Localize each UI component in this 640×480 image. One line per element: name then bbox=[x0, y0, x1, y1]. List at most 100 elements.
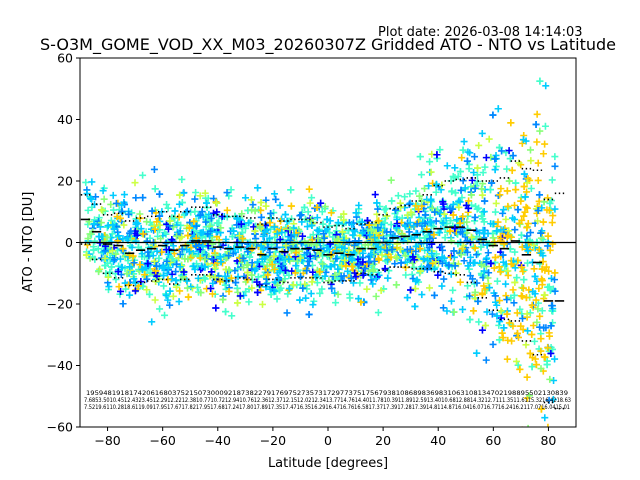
scatter-point bbox=[217, 258, 225, 266]
scatter-point bbox=[391, 260, 399, 268]
scatter-point bbox=[496, 268, 504, 276]
scatter-point bbox=[469, 307, 477, 315]
scatter-point bbox=[237, 220, 245, 228]
scatter-point bbox=[262, 202, 270, 210]
scatter-point bbox=[518, 139, 526, 147]
scatter-point bbox=[551, 162, 559, 170]
scatter-point bbox=[409, 253, 417, 261]
scatter-point bbox=[166, 258, 174, 266]
scatter-point bbox=[460, 138, 468, 146]
scatter-point bbox=[478, 326, 486, 334]
scatter-point bbox=[118, 263, 126, 271]
scatter-point bbox=[497, 235, 505, 243]
scatter-point bbox=[202, 218, 210, 226]
scatter-point bbox=[289, 281, 297, 289]
scatter-point bbox=[484, 249, 492, 257]
scatter-point bbox=[368, 272, 376, 280]
scatter-point bbox=[377, 286, 385, 294]
scatter-point bbox=[388, 245, 396, 253]
y-tick-label: −60 bbox=[47, 420, 73, 435]
scatter-point bbox=[192, 188, 200, 196]
scatter-point bbox=[500, 206, 508, 214]
scatter-point bbox=[451, 224, 459, 232]
scatter-point bbox=[156, 305, 164, 313]
scatter-point bbox=[541, 122, 549, 130]
scatter-point bbox=[296, 254, 304, 262]
scatter-point bbox=[175, 254, 183, 262]
scatter-point bbox=[88, 195, 96, 203]
scatter-point bbox=[546, 246, 554, 254]
scatter-point bbox=[535, 246, 543, 254]
scatter-point bbox=[88, 178, 96, 186]
scatter-point bbox=[103, 233, 111, 241]
scatter-point bbox=[535, 191, 543, 199]
scatter-point bbox=[420, 185, 428, 193]
scatter-point bbox=[257, 242, 265, 250]
scatter-point bbox=[313, 214, 321, 222]
scatter-point bbox=[544, 344, 552, 352]
scatter-point bbox=[184, 232, 192, 240]
scatter-point bbox=[122, 285, 130, 293]
scatter-point bbox=[401, 193, 409, 201]
scatter-point bbox=[301, 280, 309, 288]
scatter-point bbox=[239, 264, 247, 272]
scatter-point bbox=[276, 286, 284, 294]
scatter-point bbox=[160, 272, 168, 280]
scatter-point bbox=[517, 197, 525, 205]
scatter-point bbox=[543, 361, 551, 369]
scatter-point bbox=[175, 200, 183, 208]
scatter-point bbox=[471, 213, 479, 221]
scatter-point bbox=[375, 217, 383, 225]
scatter-point bbox=[525, 286, 533, 294]
scatter-point bbox=[441, 234, 449, 242]
scatter-point bbox=[367, 251, 375, 259]
scatter-point bbox=[473, 349, 481, 357]
scatter-point bbox=[110, 225, 118, 233]
scatter-point bbox=[513, 357, 521, 365]
scatter-point bbox=[394, 192, 402, 200]
scatter-point bbox=[478, 289, 486, 297]
scatter-point bbox=[533, 138, 541, 146]
scatter-point bbox=[267, 291, 275, 299]
scatter-point bbox=[432, 188, 440, 196]
scatter-point bbox=[482, 258, 490, 266]
scatter-point bbox=[351, 227, 359, 235]
scatter-point bbox=[251, 267, 259, 275]
scatter-point bbox=[137, 225, 145, 233]
y-tick-label: −20 bbox=[47, 297, 73, 312]
scatter-point bbox=[387, 221, 395, 229]
scatter-point bbox=[233, 214, 241, 222]
scatter-point bbox=[349, 231, 357, 239]
scatter-point bbox=[239, 235, 247, 243]
scatter-point bbox=[371, 234, 379, 242]
scatter-point bbox=[176, 250, 184, 258]
scatter-point bbox=[259, 232, 267, 240]
scatter-point bbox=[497, 307, 505, 315]
scatter-point bbox=[539, 258, 547, 266]
scatter-point bbox=[460, 257, 468, 265]
scatter-point bbox=[392, 206, 400, 214]
scatter-point bbox=[256, 280, 264, 288]
scatter-point bbox=[305, 257, 313, 265]
scatter-point bbox=[254, 258, 262, 266]
scatter-point bbox=[521, 193, 529, 201]
scatter-point bbox=[153, 247, 161, 255]
scatter-point bbox=[170, 250, 178, 258]
scatter-point bbox=[211, 273, 219, 281]
scatter-point bbox=[234, 288, 242, 296]
scatter-point bbox=[526, 229, 534, 237]
scatter-point bbox=[456, 168, 464, 176]
scatter-point bbox=[475, 318, 483, 326]
scatter-point bbox=[219, 296, 227, 304]
scatter-point bbox=[522, 203, 530, 211]
scatter-point bbox=[239, 254, 247, 262]
scatter-point bbox=[104, 222, 112, 230]
scatter-point bbox=[190, 262, 198, 270]
scatter-point bbox=[84, 235, 92, 243]
scatter-point bbox=[231, 267, 239, 275]
scatter-point bbox=[502, 292, 510, 300]
scatter-point bbox=[308, 221, 316, 229]
scatter-point bbox=[132, 194, 140, 202]
scatter-point bbox=[213, 208, 221, 216]
scatter-point bbox=[331, 246, 339, 254]
